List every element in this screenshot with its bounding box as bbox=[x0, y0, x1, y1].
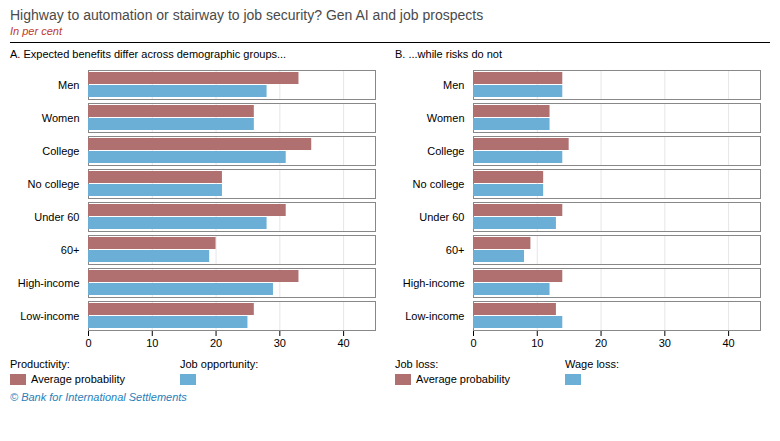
svg-text:Low-income: Low-income bbox=[405, 310, 464, 322]
svg-text:Women: Women bbox=[42, 112, 80, 124]
svg-text:0: 0 bbox=[85, 337, 91, 349]
svg-text:Men: Men bbox=[443, 79, 464, 91]
html-text:In per cent: In per cent bbox=[10, 25, 62, 37]
html-text:Highway to automation or stair: Highway to automation or stairway to job… bbox=[10, 7, 484, 23]
svg-text:Women: Women bbox=[427, 112, 465, 124]
html-text:Job opportunity:: Job opportunity: bbox=[180, 358, 259, 370]
html-text:Average probability: Average probability bbox=[31, 373, 125, 385]
html-text:Job loss:: Job loss: bbox=[395, 358, 439, 370]
html-text:B. ...while risks do not: B. ...while risks do not bbox=[395, 48, 502, 60]
svg-text:Low-income: Low-income bbox=[20, 310, 79, 322]
svg-text:30: 30 bbox=[659, 337, 671, 349]
svg-text:60+: 60+ bbox=[61, 244, 80, 256]
svg-text:10: 10 bbox=[531, 337, 543, 349]
svg-text:High-income: High-income bbox=[18, 277, 80, 289]
html-text:© Bank for International Settl: © Bank for International Settlements bbox=[10, 391, 187, 403]
svg-text:Under 60: Under 60 bbox=[34, 211, 79, 223]
svg-text:Under 60: Under 60 bbox=[419, 211, 464, 223]
html-text:A. Expected benefits differ ac: A. Expected benefits differ across demog… bbox=[10, 48, 287, 60]
svg-text:30: 30 bbox=[274, 337, 286, 349]
svg-text:College: College bbox=[427, 145, 464, 157]
html-text:Average probability: Average probability bbox=[416, 373, 510, 385]
html-text:Productivity:: Productivity: bbox=[10, 358, 70, 370]
svg-text:No college: No college bbox=[413, 178, 465, 190]
html-text:Wage loss:: Wage loss: bbox=[565, 358, 619, 370]
svg-text:40: 40 bbox=[722, 337, 734, 349]
svg-text:0: 0 bbox=[470, 337, 476, 349]
svg-text:20: 20 bbox=[210, 337, 222, 349]
svg-text:College: College bbox=[42, 145, 79, 157]
svg-text:Men: Men bbox=[58, 79, 79, 91]
svg-text:10: 10 bbox=[146, 337, 158, 349]
svg-text:High-income: High-income bbox=[403, 277, 465, 289]
svg-text:20: 20 bbox=[595, 337, 607, 349]
svg-text:40: 40 bbox=[337, 337, 349, 349]
svg-text:No college: No college bbox=[28, 178, 80, 190]
svg-text:60+: 60+ bbox=[446, 244, 465, 256]
